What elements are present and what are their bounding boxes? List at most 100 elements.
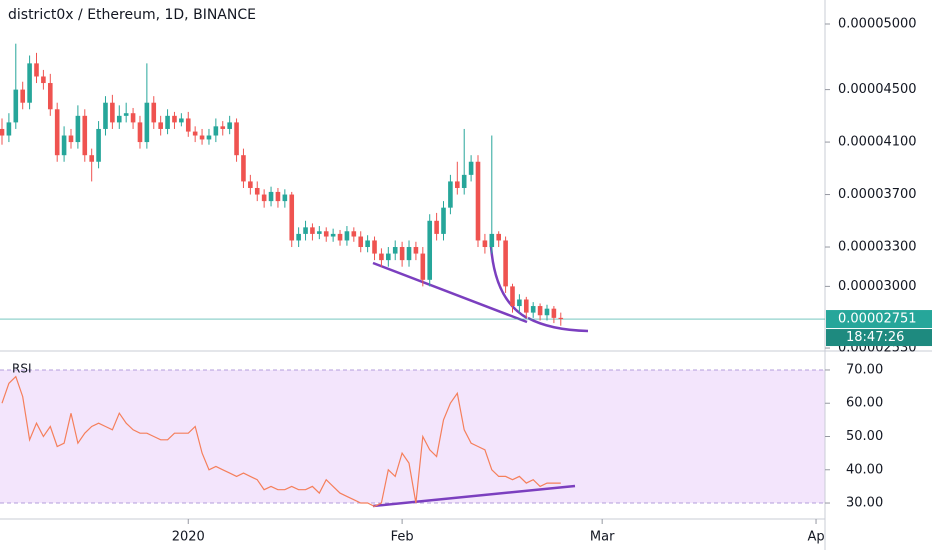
candle-body <box>254 187 260 195</box>
x-tick-label: 2020 <box>172 530 205 545</box>
candle-body <box>558 317 564 320</box>
candle-body <box>372 240 377 254</box>
candle-body <box>206 135 212 140</box>
candle-body <box>82 115 88 156</box>
candle-body <box>475 161 481 241</box>
countdown-box <box>826 329 932 347</box>
candle-body <box>537 306 543 316</box>
x-tick-label: Mar <box>590 530 615 545</box>
candle-body <box>455 181 460 188</box>
candle-body <box>386 253 391 261</box>
x-tick-label: Feb <box>391 530 414 545</box>
candle-body <box>54 109 60 156</box>
candle-body <box>344 231 350 241</box>
candle-body <box>192 131 198 136</box>
y-tick-label: 70.00 <box>846 362 883 377</box>
candle-body <box>489 233 495 248</box>
rsi-line <box>1 375 561 508</box>
candle-body <box>468 161 474 175</box>
candle-body <box>13 89 19 123</box>
candle-body <box>420 253 426 280</box>
candle-body <box>61 135 67 156</box>
candle-body <box>358 236 364 248</box>
candle-body <box>41 76 46 84</box>
candle-body <box>27 63 32 103</box>
candle-body <box>434 220 439 234</box>
y-tick-label: 50.00 <box>846 429 883 444</box>
candle-body <box>282 194 288 202</box>
candle-body <box>234 122 239 156</box>
candle-body <box>482 240 488 248</box>
candle-body <box>365 240 370 248</box>
candle-body <box>20 89 25 103</box>
y-tick-label: 0.00003300 <box>838 240 917 255</box>
candle-body <box>261 194 267 202</box>
chart-title: district0x / Ethereum, 1D, BINANCE <box>8 7 256 23</box>
candle-body <box>337 233 343 241</box>
candle-body <box>123 113 129 116</box>
candle-body <box>530 306 536 313</box>
candle-body <box>448 181 453 208</box>
y-tick-label: 60.00 <box>846 396 883 411</box>
candle-body <box>6 122 12 136</box>
candle-body <box>510 286 515 307</box>
candle-body <box>185 118 191 132</box>
y-tick-label: 30.00 <box>846 496 883 511</box>
candle-body <box>323 231 329 237</box>
y-tick-label: 40.00 <box>846 462 883 477</box>
candle-body <box>227 122 232 129</box>
candle-body <box>165 115 170 129</box>
candle-body <box>144 102 150 143</box>
candle-body <box>303 227 308 234</box>
candle-body <box>220 126 226 129</box>
candle-body <box>158 122 163 129</box>
candle-body <box>399 247 405 261</box>
candle-body <box>275 191 281 202</box>
y-tick-label: 0.00003000 <box>838 279 917 294</box>
candle-body <box>317 231 322 234</box>
candle-body <box>310 227 315 234</box>
candle-body <box>496 233 501 241</box>
candle-body <box>199 135 205 140</box>
curve-drawing <box>489 245 589 333</box>
rsi-title: RSI <box>12 362 32 376</box>
candle-body <box>130 113 136 123</box>
candle-body <box>75 115 81 143</box>
candle-body <box>151 102 157 123</box>
y-tick-label: 0.00004500 <box>838 82 917 97</box>
candle-body <box>379 253 384 261</box>
candle-body <box>241 155 246 182</box>
rsi-trend-line <box>372 484 576 508</box>
candle-body <box>503 240 508 287</box>
candle-body <box>110 102 115 123</box>
y-tick-label: 0.00003700 <box>838 187 917 202</box>
countdown-label: 18:47:26 <box>846 330 904 345</box>
candle-body <box>34 63 39 77</box>
candle-body <box>544 308 550 316</box>
candle-body <box>0 128 5 136</box>
candle-body <box>96 128 101 162</box>
x-tick-label: Ap <box>807 530 824 545</box>
candle-body <box>406 247 412 261</box>
last-price-label: 0.00002751 <box>838 312 917 327</box>
candle-body <box>179 118 184 123</box>
y-tick-label: 0.00005000 <box>838 17 917 32</box>
candle-body <box>330 233 336 237</box>
candle-body <box>116 115 122 123</box>
candle-body <box>213 126 219 136</box>
candle-body <box>427 220 433 280</box>
candle-body <box>68 135 74 143</box>
candle-body <box>89 155 94 162</box>
y-tick-label: 0.00004100 <box>838 135 917 150</box>
candle-body <box>517 299 522 307</box>
candle-body <box>461 174 467 188</box>
candle-body <box>289 194 295 241</box>
candle-body <box>351 231 357 237</box>
candle-body <box>268 191 274 202</box>
candle-body <box>296 233 301 241</box>
trend-line <box>372 261 528 324</box>
candle-body <box>413 247 419 254</box>
last-price-box <box>826 310 932 329</box>
